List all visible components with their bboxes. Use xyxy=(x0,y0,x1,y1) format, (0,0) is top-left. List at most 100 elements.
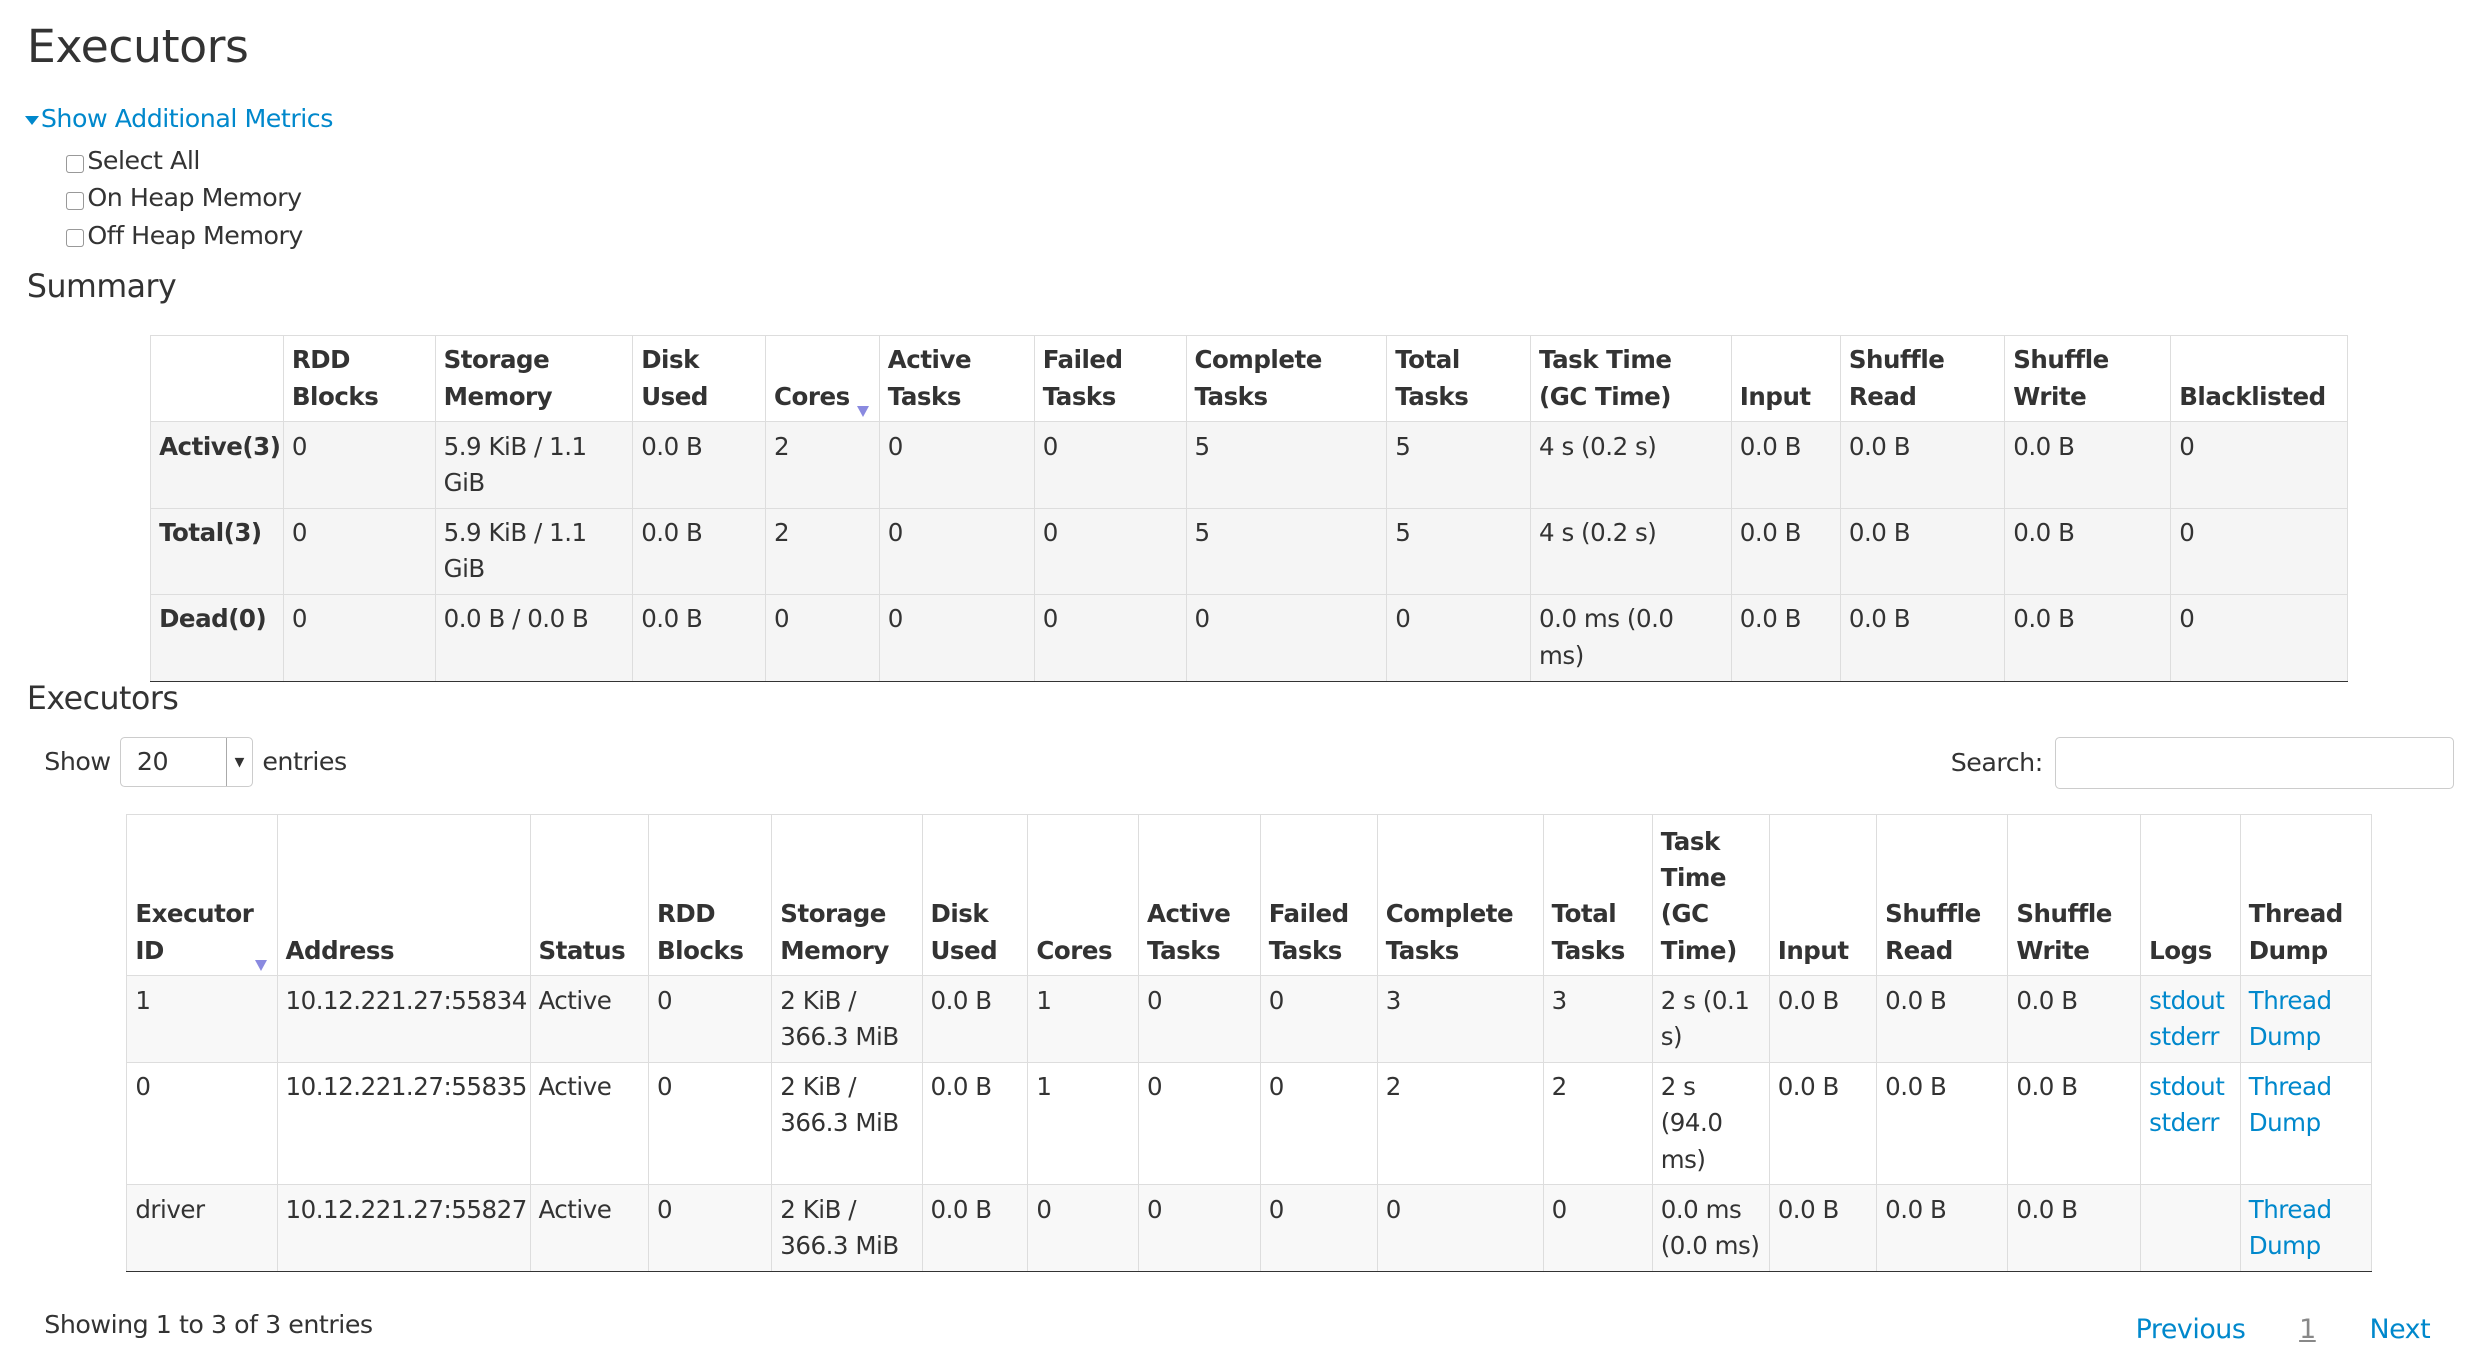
metrics-options: Select All On Heap Memory Off Heap Memor… xyxy=(66,142,303,253)
summary-header-0[interactable] xyxy=(150,335,284,423)
next-button[interactable]: Next xyxy=(2369,1313,2431,1345)
summary-header-10[interactable]: Input xyxy=(1730,335,1841,423)
executors-header-2[interactable]: Status xyxy=(529,814,650,977)
thread-dump-cell: Thread Dump xyxy=(2239,1184,2373,1272)
executor-cell: driver xyxy=(126,1184,278,1272)
summary-row-label: Active(3) xyxy=(150,421,284,509)
dropdown-arrow-icon[interactable]: ▼ xyxy=(225,738,252,786)
executors-header-6[interactable]: Cores xyxy=(1027,814,1140,977)
summary-cell: 0 xyxy=(1033,594,1187,682)
summary-cell: 0.0 B xyxy=(1730,421,1841,509)
entries-label: entries xyxy=(262,747,347,777)
summary-cell: 0.0 B xyxy=(1730,507,1841,596)
checkbox-icon[interactable] xyxy=(66,229,85,248)
checkbox-icon[interactable] xyxy=(66,155,85,173)
executor-cell: 10.12.221.27:55834 xyxy=(276,975,531,1063)
executor-cell: 1 xyxy=(1027,1061,1140,1186)
thread-dump-link[interactable]: Thread Dump xyxy=(2248,1194,2332,1261)
executors-header-9[interactable]: Complete Tasks xyxy=(1376,814,1544,977)
executors-header-7[interactable]: Active Tasks xyxy=(1138,814,1261,977)
log-link-stdout[interactable]: stdout xyxy=(2149,985,2225,1015)
select-all-checkbox[interactable]: Select All xyxy=(66,142,303,179)
summary-cell: 0.0 B xyxy=(2004,594,2172,682)
executors-header-13[interactable]: Shuffle Read xyxy=(1876,814,2009,977)
executor-cell: 0 xyxy=(1138,1061,1261,1186)
summary-cell: 0 xyxy=(1386,594,1532,682)
executor-cell: 0 xyxy=(1376,1184,1544,1272)
summary-header-6[interactable]: Failed Tasks xyxy=(1033,335,1187,423)
executors-header-10[interactable]: Total Tasks xyxy=(1542,814,1653,977)
executors-header-15[interactable]: Logs xyxy=(2140,814,2241,977)
summary-cell: 0 xyxy=(282,421,436,509)
show-label: Show xyxy=(44,747,111,777)
summary-header-12[interactable]: Shuffle Write xyxy=(2004,335,2172,423)
toggle-label: Show Additional Metrics xyxy=(40,104,334,134)
off-heap-memory-checkbox[interactable]: Off Heap Memory xyxy=(66,217,303,254)
executors-header-0[interactable]: Executor ID xyxy=(126,814,278,977)
summary-cell: 2 xyxy=(765,421,880,509)
previous-button[interactable]: Previous xyxy=(2135,1313,2246,1345)
executor-cell: 0 xyxy=(1259,1184,1378,1272)
summary-cell: 0 xyxy=(2170,594,2349,682)
page-size-select[interactable]: 20 ▼ xyxy=(120,736,253,788)
summary-header-1[interactable]: RDD Blocks xyxy=(282,335,436,423)
summary-cell: 0 xyxy=(282,594,436,682)
page-1-button[interactable]: 1 xyxy=(2299,1313,2316,1345)
pagination: Previous 1 Next xyxy=(2136,1314,2431,1345)
table-info: Showing 1 to 3 of 3 entries xyxy=(44,1310,373,1340)
summary-cell: 0.0 ms (0.0 ms) xyxy=(1530,594,1732,682)
summary-header-4[interactable]: Cores xyxy=(765,335,880,423)
executors-header-4[interactable]: Storage Memory xyxy=(771,814,923,977)
executors-header-5[interactable]: Disk Used xyxy=(921,814,1029,977)
summary-cell: 2 xyxy=(765,507,880,596)
executor-row: driver 10.12.221.27:55827 Active 0 2 KiB / 3… xyxy=(126,1184,2373,1272)
executor-cell: 1 xyxy=(126,975,278,1063)
summary-header-8[interactable]: Total Tasks xyxy=(1386,335,1532,423)
thread-dump-link[interactable]: Thread Dump xyxy=(2248,985,2332,1052)
executor-cell: 0.0 B xyxy=(921,1061,1029,1186)
summary-header-9[interactable]: Task Time (GC Time) xyxy=(1530,335,1732,423)
executor-cell: 0 xyxy=(1138,1184,1261,1272)
logs-cell xyxy=(2140,1184,2241,1272)
executors-header-11[interactable]: Task Time (GC Time) xyxy=(1651,814,1770,977)
executors-header-14[interactable]: Shuffle Write xyxy=(2007,814,2142,977)
executors-header-8[interactable]: Failed Tasks xyxy=(1259,814,1378,977)
executors-header-1[interactable]: Address xyxy=(276,814,531,977)
executor-cell: 0.0 B xyxy=(2007,1061,2142,1186)
option-label: Off Heap Memory xyxy=(87,220,303,250)
executors-header-16[interactable]: Thread Dump xyxy=(2239,814,2373,977)
executor-row: 1 10.12.221.27:55834 Active 0 2 KiB / 366.3 … xyxy=(126,975,2373,1063)
on-heap-memory-checkbox[interactable]: On Heap Memory xyxy=(66,179,303,216)
summary-header-7[interactable]: Complete Tasks xyxy=(1185,335,1388,423)
summary-cell: 0 xyxy=(878,594,1035,682)
executors-header-12[interactable]: Input xyxy=(1768,814,1878,977)
thread-dump-link[interactable]: Thread Dump xyxy=(2248,1072,2332,1138)
executor-cell: 0.0 B xyxy=(1876,975,2009,1063)
thread-dump-cell: Thread Dump xyxy=(2239,1061,2373,1186)
summary-cell: 5 xyxy=(1386,421,1532,509)
summary-header-5[interactable]: Active Tasks xyxy=(878,335,1035,423)
executors-header-3[interactable]: RDD Blocks xyxy=(648,814,773,977)
summary-cell: 0 xyxy=(1033,421,1187,509)
executor-cell: 2 KiB / 366.3 MiB xyxy=(771,1184,923,1272)
executor-cell: 1 xyxy=(1027,975,1140,1063)
show-additional-metrics-toggle[interactable]: Show Additional Metrics xyxy=(25,104,333,133)
summary-header-2[interactable]: Storage Memory xyxy=(434,335,634,423)
log-link-stderr[interactable]: stderr xyxy=(2149,1022,2220,1052)
summary-header-11[interactable]: Shuffle Read xyxy=(1839,335,2006,423)
checkbox-icon[interactable] xyxy=(66,192,85,211)
summary-header-3[interactable]: Disk Used xyxy=(632,335,767,423)
log-link-stdout[interactable]: stdout xyxy=(2149,1072,2225,1101)
summary-header-13[interactable]: Blacklisted xyxy=(2170,335,2349,423)
summary-row-label: Dead(0) xyxy=(150,594,284,682)
summary-cell: 0.0 B xyxy=(632,594,767,682)
executor-cell: 0 xyxy=(1138,975,1261,1063)
search-input[interactable] xyxy=(2055,736,2454,789)
summary-cell: 0 xyxy=(765,594,880,682)
summary-cell: 5.9 KiB / 1.1 GiB xyxy=(434,507,634,596)
search-control: Search: xyxy=(1951,736,2454,789)
log-link-stderr[interactable]: stderr xyxy=(2149,1108,2220,1138)
option-label: Select All xyxy=(87,146,200,176)
summary-cell: 4 s (0.2 s) xyxy=(1530,507,1732,596)
